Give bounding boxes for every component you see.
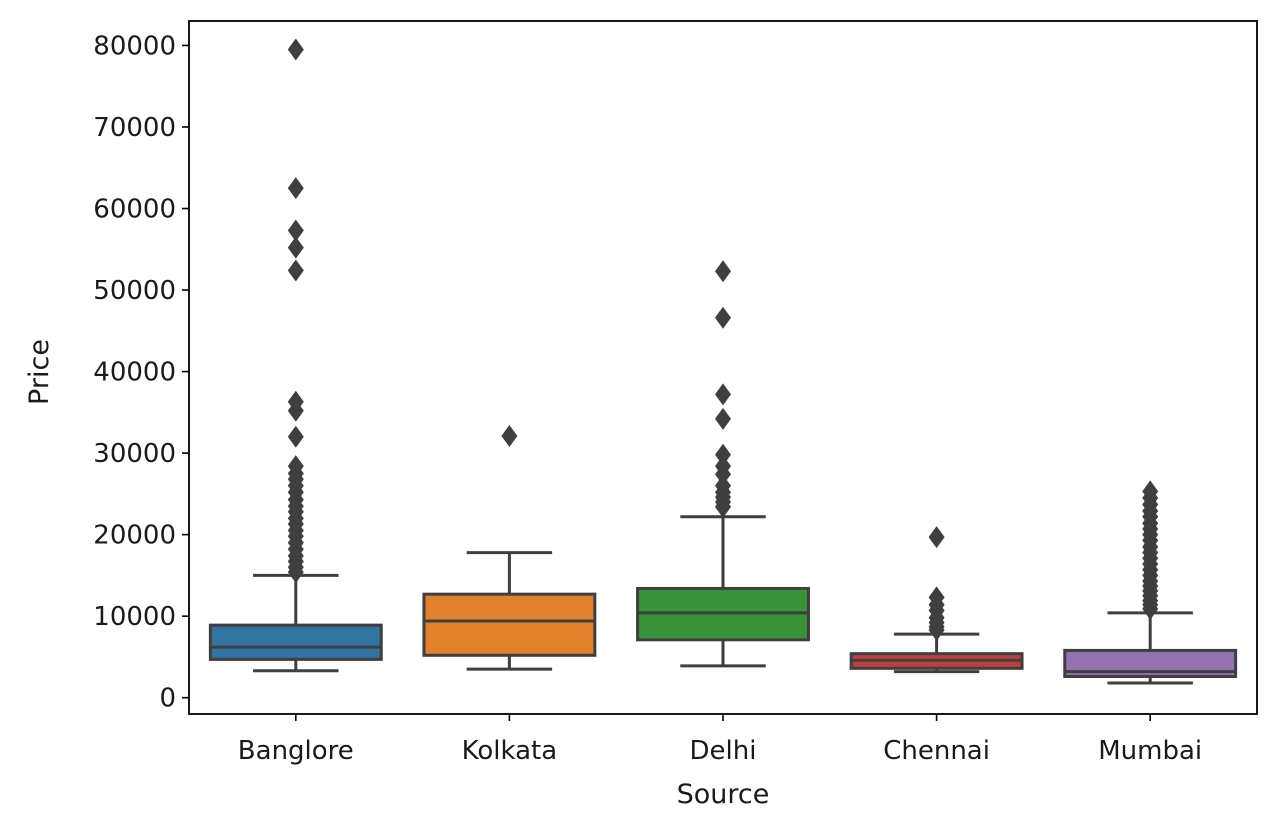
- box-group-mumbai: [1063, 480, 1238, 685]
- x-ticks: Banglore Kolkata Delhi Chennai Mumbai: [238, 714, 1202, 766]
- outlier-point: [715, 407, 731, 430]
- outlier-point: [287, 399, 304, 422]
- outlier-point: [928, 619, 945, 642]
- x-tick-label: Delhi: [690, 736, 757, 766]
- outlier-point: [287, 219, 304, 242]
- outlier-point: [287, 236, 304, 259]
- x-tick-label: Chennai: [883, 736, 990, 766]
- y-tick-label: 10000: [93, 602, 176, 632]
- x-axis-label: Source: [677, 779, 770, 810]
- outlier-point: [715, 463, 731, 486]
- x-tick-label: Mumbai: [1098, 736, 1202, 766]
- y-tick-label: 30000: [93, 439, 176, 469]
- outlier-point: [501, 424, 518, 447]
- y-tick-label: 20000: [93, 521, 176, 551]
- box: [422, 592, 597, 657]
- outlier-point: [715, 443, 731, 466]
- box-group-chennai: [849, 526, 1024, 674]
- plot-frame: [188, 20, 1258, 715]
- y-ticks: 0 10000 20000 30000 40000 50000 60000 70000 8000…: [93, 31, 189, 714]
- x-tick-label: Kolkata: [462, 736, 558, 766]
- outlier-point: [287, 177, 304, 200]
- outlier-point: [287, 259, 304, 282]
- outlier-point: [715, 306, 731, 329]
- y-tick-label: 50000: [93, 276, 176, 306]
- outlier-point: [715, 260, 731, 283]
- boxes-layer: [208, 38, 1238, 685]
- y-axis-label: Price: [24, 339, 55, 405]
- y-tick-label: 0: [159, 684, 176, 714]
- outlier-point: [1142, 597, 1159, 620]
- y-tick-label: 80000: [93, 31, 176, 61]
- outlier-point: [928, 526, 945, 549]
- outlier-point: [287, 561, 304, 584]
- outlier-point: [715, 495, 731, 518]
- y-tick-label: 70000: [93, 113, 176, 143]
- outlier-point: [715, 383, 731, 406]
- box-group-delhi: [636, 260, 810, 668]
- x-tick-label: Banglore: [238, 736, 354, 766]
- box-group-kolkata: [422, 424, 597, 671]
- box: [208, 623, 383, 661]
- y-tick-label: 60000: [93, 195, 176, 225]
- outlier-point: [287, 38, 304, 61]
- outlier-point: [287, 425, 304, 448]
- y-tick-label: 40000: [93, 358, 176, 388]
- box-group-banglore: [208, 38, 383, 673]
